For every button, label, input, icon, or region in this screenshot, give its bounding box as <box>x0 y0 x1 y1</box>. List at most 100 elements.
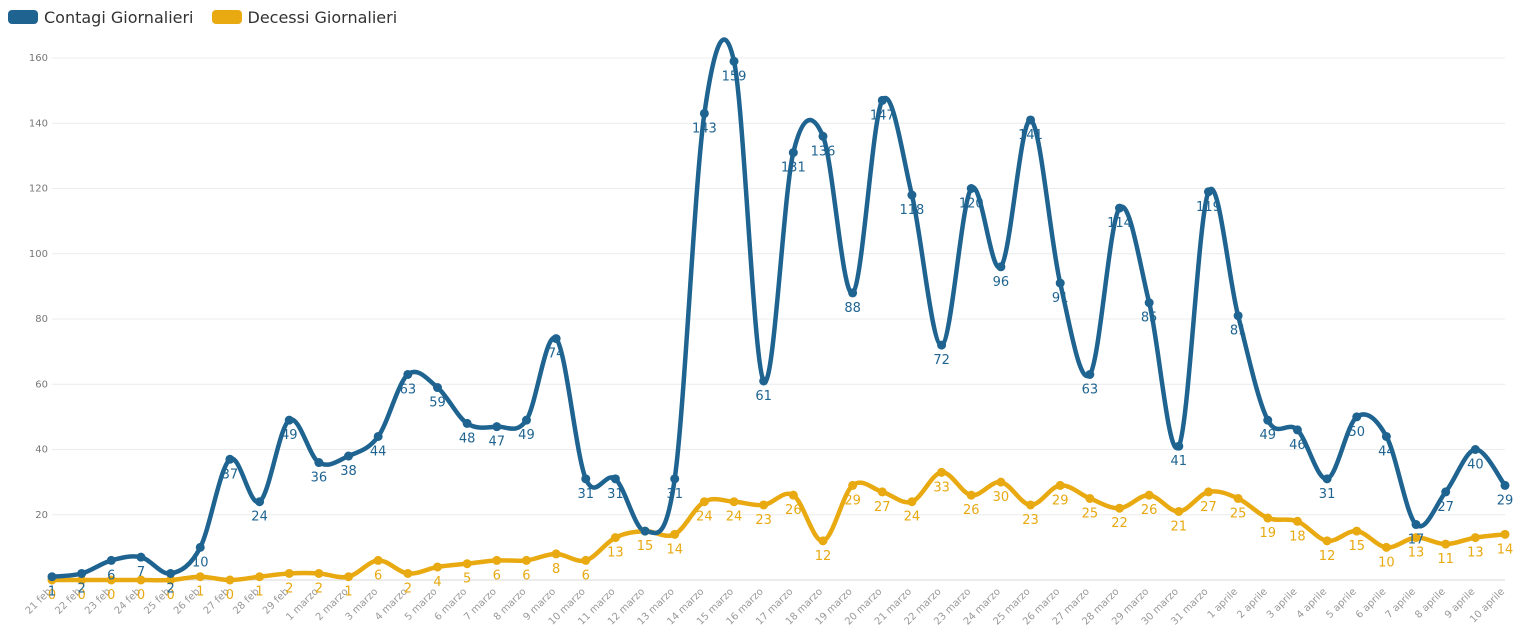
data-point-0 <box>47 572 57 582</box>
data-point-1 <box>1441 539 1451 549</box>
data-point-0 <box>996 262 1006 272</box>
y-tick-label: 80 <box>35 314 48 325</box>
data-point-1 <box>106 575 116 585</box>
data-label-0: 72 <box>933 353 950 368</box>
y-tick-label: 20 <box>35 510 48 521</box>
data-label-1: 26 <box>963 503 980 518</box>
data-point-0 <box>670 474 680 484</box>
data-label-0: 31 <box>666 487 683 502</box>
data-point-0 <box>788 148 798 158</box>
data-label-1: 10 <box>1378 555 1395 570</box>
data-point-1 <box>610 533 620 543</box>
data-label-0: 1 <box>48 585 56 600</box>
data-point-0 <box>1085 369 1095 379</box>
data-label-1: 12 <box>815 549 832 564</box>
data-point-0 <box>255 497 265 507</box>
legend-label-decessi: Decessi Giornalieri <box>247 7 398 27</box>
data-point-0 <box>521 415 531 425</box>
data-point-1 <box>1352 526 1362 536</box>
x-tick-label: 2 aprile <box>1235 586 1270 621</box>
legend-swatch-contagi <box>8 10 38 24</box>
data-label-0: 96 <box>993 275 1010 290</box>
data-point-1 <box>1203 487 1213 497</box>
data-point-1 <box>670 529 680 539</box>
data-label-1: 1 <box>196 585 204 600</box>
data-label-0: 48 <box>459 431 476 446</box>
data-point-0 <box>344 451 354 461</box>
data-label-0: 59 <box>429 396 446 411</box>
data-point-0 <box>1470 445 1480 454</box>
data-point-1 <box>403 568 413 578</box>
data-label-1: 11 <box>1437 552 1454 567</box>
data-point-0 <box>462 418 472 428</box>
data-label-0: 85 <box>1141 311 1158 326</box>
data-point-1 <box>1085 493 1095 503</box>
data-point-0 <box>1055 278 1065 288</box>
data-label-0: 50 <box>1348 425 1365 440</box>
legend-item-decessi[interactable]: Decessi Giornalieri <box>211 7 398 27</box>
data-point-1 <box>284 568 294 578</box>
legend-label-contagi: Contagi Giornalieri <box>44 7 194 27</box>
data-point-0 <box>551 334 561 344</box>
data-point-0 <box>1322 474 1332 484</box>
y-tick-label: 120 <box>29 184 48 195</box>
data-label-0: 63 <box>400 382 417 397</box>
data-label-0: 2 <box>78 581 86 596</box>
data-label-0: 17 <box>1408 533 1425 548</box>
legend: Contagi Giornalieri Decessi Giornalieri <box>8 6 397 28</box>
data-label-0: 81 <box>1230 324 1247 339</box>
data-point-0 <box>937 340 947 350</box>
data-label-0: 88 <box>844 301 861 316</box>
data-point-1 <box>344 572 354 582</box>
data-point-1 <box>1115 503 1125 513</box>
data-label-1: 0 <box>137 588 145 603</box>
data-label-1: 23 <box>755 513 772 528</box>
data-label-1: 6 <box>374 568 382 583</box>
data-point-0 <box>1263 415 1273 425</box>
data-label-1: 29 <box>1052 493 1069 508</box>
data-label-0: 46 <box>1289 438 1306 453</box>
data-point-0 <box>1441 487 1451 497</box>
data-label-0: 118 <box>900 203 925 218</box>
data-label-0: 31 <box>1319 487 1336 502</box>
x-tick-label: 4 aprile <box>1295 586 1330 621</box>
x-tick-label: 7 aprile <box>1384 586 1419 621</box>
legend-swatch-decessi <box>211 10 242 24</box>
x-tick-label: 5 aprile <box>1324 586 1359 621</box>
data-point-0 <box>1115 203 1125 213</box>
data-label-1: 29 <box>844 493 861 508</box>
data-label-1: 6 <box>522 568 530 583</box>
data-point-1 <box>788 490 798 500</box>
data-point-0 <box>877 95 887 105</box>
data-label-1: 27 <box>1200 500 1217 515</box>
data-label-1: 4 <box>433 575 441 590</box>
data-point-1 <box>373 555 383 565</box>
data-label-1: 12 <box>1319 549 1336 564</box>
data-label-1: 30 <box>993 490 1010 505</box>
data-label-0: 44 <box>370 444 387 459</box>
data-point-1 <box>136 575 146 585</box>
data-label-1: 25 <box>1082 506 1099 521</box>
data-label-0: 147 <box>870 108 895 123</box>
data-label-1: 21 <box>1171 519 1188 534</box>
data-point-1 <box>848 480 858 490</box>
data-label-1: 13 <box>607 546 624 561</box>
data-label-0: 143 <box>692 121 717 136</box>
data-point-0 <box>610 474 620 484</box>
data-point-1 <box>1263 513 1273 523</box>
data-label-1: 14 <box>1497 542 1514 557</box>
y-tick-label: 60 <box>35 379 48 390</box>
x-tick-label: 1 aprile <box>1206 586 1241 621</box>
data-label-0: 136 <box>811 144 836 159</box>
data-point-0 <box>1500 480 1510 490</box>
data-label-0: 114 <box>1107 216 1132 231</box>
data-label-1: 14 <box>666 542 683 557</box>
data-label-1: 13 <box>1467 546 1484 561</box>
data-label-1: 2 <box>404 581 412 596</box>
data-point-0 <box>1026 115 1036 125</box>
legend-item-contagi[interactable]: Contagi Giornalieri <box>8 8 194 27</box>
data-point-0 <box>492 422 502 432</box>
data-point-1 <box>521 555 531 565</box>
data-label-0: 44 <box>1378 444 1395 459</box>
